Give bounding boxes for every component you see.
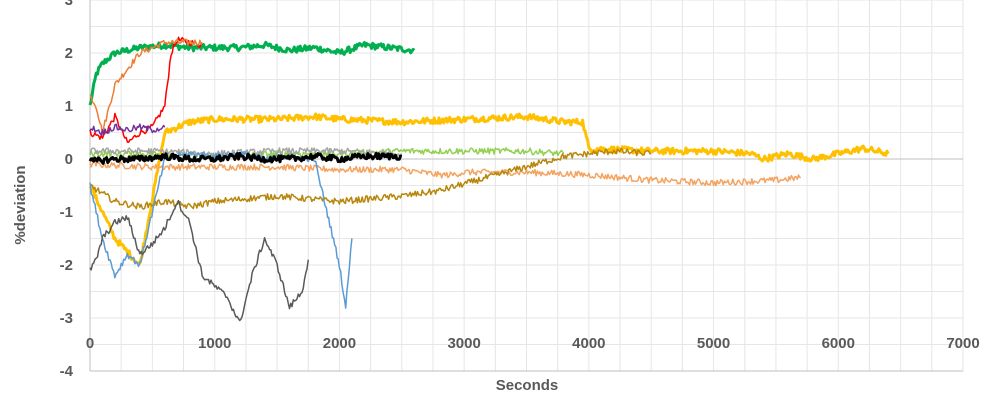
series-line-7: [89, 147, 652, 210]
x-tick-label: 2000: [323, 335, 356, 352]
x-tick-label: 0: [86, 335, 94, 352]
series-line-6: [89, 147, 565, 160]
x-tick-label: 5000: [697, 335, 730, 352]
data-series: [88, 36, 890, 322]
x-tick-label: 4000: [572, 335, 605, 352]
x-tick-label: 7000: [946, 335, 979, 352]
y-tick-label: 3: [65, 0, 73, 9]
y-tick-label: -4: [60, 363, 74, 380]
y-tick-label: -2: [60, 257, 73, 274]
x-tick-label: 1000: [198, 335, 231, 352]
series-line-1: [88, 40, 416, 106]
tick-labels: -4 -3 -2 -1 0 1 2 3 0 1000 2000 3000 4000 5000 6000 700…: [60, 0, 980, 380]
y-axis-title: %deviation: [12, 165, 29, 244]
series-line-2: [89, 36, 203, 143]
series-line-3: [89, 38, 203, 136]
y-tick-label: -3: [60, 310, 73, 327]
y-tick-label: 1: [65, 98, 73, 115]
series-line-12: [88, 151, 403, 165]
series-line-4: [88, 112, 890, 265]
x-tick-label: 6000: [822, 335, 855, 352]
y-tick-label: 2: [65, 45, 73, 62]
series-line-11: [89, 199, 310, 322]
series-line-10: [89, 123, 166, 136]
y-tick-label: 0: [65, 151, 73, 168]
x-tick-label: 3000: [447, 335, 480, 352]
y-tick-label: -1: [60, 204, 73, 221]
series-line-5: [89, 161, 801, 187]
x-axis-title: Seconds: [496, 377, 559, 394]
